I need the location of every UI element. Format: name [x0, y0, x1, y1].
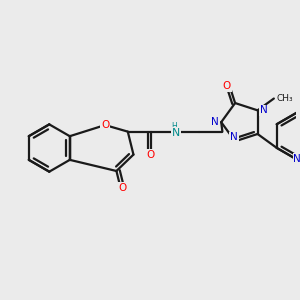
Text: N: N	[172, 128, 180, 138]
Text: O: O	[118, 183, 127, 193]
Text: N: N	[293, 154, 300, 164]
Text: O: O	[146, 150, 154, 160]
Text: CH₃: CH₃	[277, 94, 293, 103]
Text: H: H	[171, 122, 177, 131]
Text: O: O	[223, 81, 231, 91]
Text: O: O	[101, 120, 109, 130]
Text: N: N	[230, 132, 238, 142]
Text: N: N	[260, 105, 267, 115]
Text: N: N	[211, 117, 218, 127]
